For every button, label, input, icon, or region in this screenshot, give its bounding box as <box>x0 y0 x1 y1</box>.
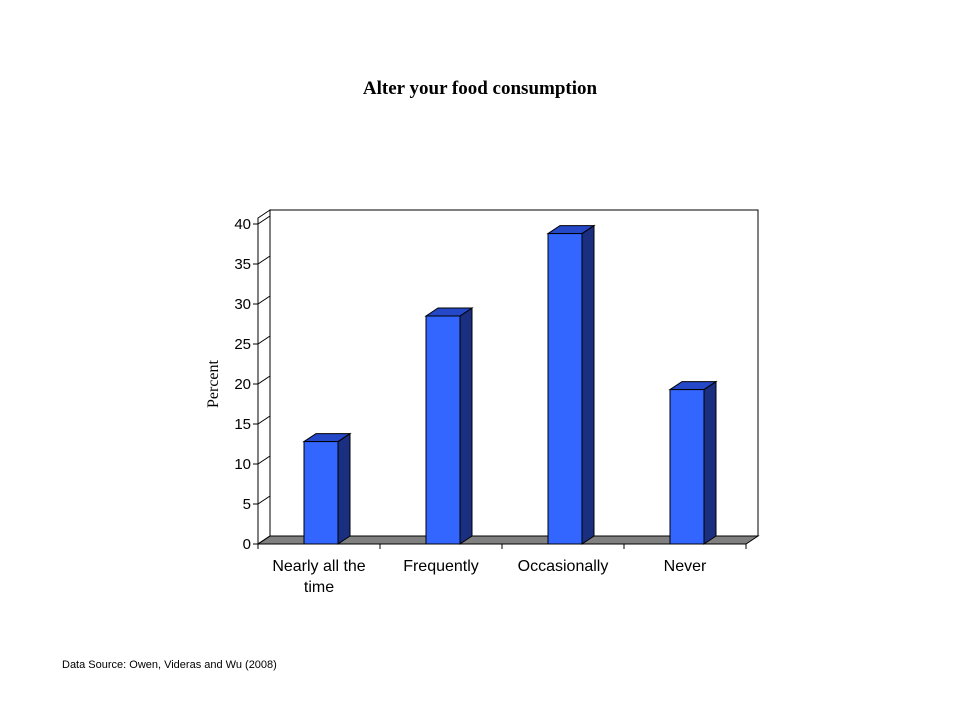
x-category-label: Frequently <box>403 558 479 575</box>
bar <box>546 224 596 545</box>
bar <box>668 380 718 545</box>
x-category-label-line: Never <box>664 558 707 575</box>
y-axis-label: Percent <box>205 359 222 408</box>
y-tick-label: 25 <box>234 336 251 353</box>
bar-side <box>581 224 595 545</box>
y-tick-label: 20 <box>234 376 251 393</box>
y-tick-depth <box>257 255 271 265</box>
y-tick-label: 35 <box>234 256 251 273</box>
y-tick-depth <box>257 535 271 545</box>
y-tick-label: 0 <box>243 536 251 553</box>
x-category-label-line: Nearly all the <box>272 558 365 575</box>
y-tick-label: 5 <box>243 496 251 513</box>
bar <box>302 432 352 545</box>
y-tick-label: 15 <box>234 416 251 433</box>
y-tick-depth <box>257 295 271 305</box>
data-source-note: Data Source: Owen, Videras and Wu (2008) <box>62 659 277 671</box>
x-category-label: Occasionally <box>518 558 609 575</box>
y-tick-depth <box>257 215 271 225</box>
y-tick-depth <box>257 455 271 465</box>
x-category-label-line: time <box>304 579 334 596</box>
chart-walls <box>257 209 759 545</box>
bar-side <box>703 380 717 545</box>
y-axis: 0 5 10 15 20 25 30 35 40 <box>234 215 271 553</box>
y-tick-label: 10 <box>234 456 251 473</box>
x-axis: Nearly all the time Frequently Occasionally… <box>257 543 747 596</box>
y-tick-label: 40 <box>234 216 251 233</box>
bar-front <box>425 315 461 545</box>
y-tick-depth <box>257 335 271 345</box>
bar-front <box>669 389 705 545</box>
x-category-label: Nearly all the time <box>272 558 365 596</box>
y-tick-depth <box>257 415 271 425</box>
y-tick-depth <box>257 495 271 505</box>
bar-front <box>303 441 339 545</box>
x-category-label-line: Occasionally <box>518 558 609 575</box>
x-category-label-line: Frequently <box>403 558 479 575</box>
x-category-label: Never <box>664 558 707 575</box>
bar-side <box>337 432 351 545</box>
bar <box>424 307 474 545</box>
bar-side <box>459 307 473 545</box>
chart-title: Alter your food consumption <box>362 78 598 99</box>
y-tick-depth <box>257 375 271 385</box>
bar-front <box>547 233 583 545</box>
y-tick-label: 30 <box>234 296 251 313</box>
